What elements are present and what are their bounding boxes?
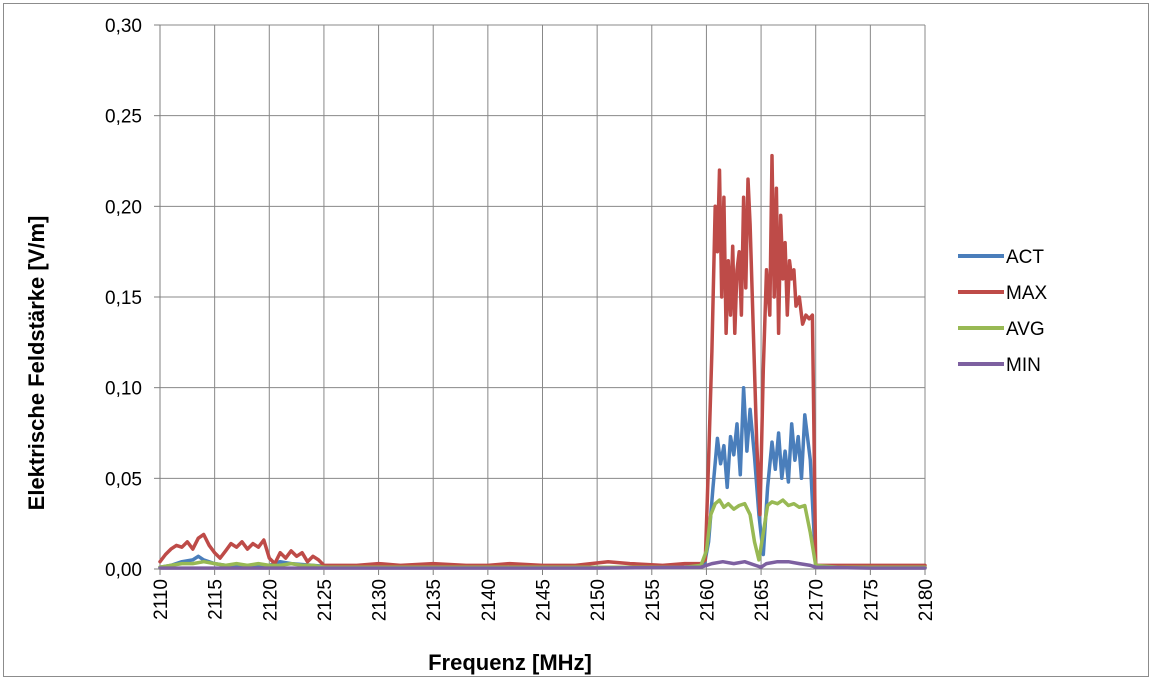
y-tick-label: 0,25 [105,107,142,128]
x-tick-label: 2130 [370,579,391,621]
x-tick-label: 2135 [424,579,445,621]
x-tick-label: 2170 [807,579,828,621]
series-line-act [158,385,927,569]
x-tick-label: 2160 [697,579,718,621]
x-tick-label: 2115 [206,579,227,620]
legend-label-avg: AVG [1006,319,1045,340]
y-axis-ticks: 0,00 0,05 0,10 0,15 0,20 0,25 0,30 [105,16,160,581]
y-tick-label: 0,15 [105,288,142,309]
legend-label-min: MIN [1006,355,1041,376]
x-axis-title: Frequenz [MHz] [428,650,592,675]
chart-frame [3,3,1149,677]
y-tick-label: 0,20 [105,197,142,218]
x-tick-label: 2155 [643,579,664,621]
y-tick-label: 0,10 [105,379,142,400]
legend-label-act: ACT [1006,247,1044,268]
y-tick-label: 0,30 [105,16,142,37]
x-tick-label: 2140 [479,579,500,621]
x-tick-label: 2175 [861,579,882,621]
x-tick-label: 2165 [752,579,773,621]
x-tick-label: 2120 [260,579,281,621]
x-tick-label: 2150 [588,579,609,621]
x-tick-label: 2145 [534,579,555,621]
x-axis-ticks: 2110 2115 2120 2125 2130 2135 2140 2145 2150 2155… [151,569,937,621]
x-tick-label: 2125 [315,579,336,621]
legend: ACT MAX AVG MIN [958,247,1048,376]
series-layer [158,153,927,570]
x-tick-label: 2110 [151,579,172,620]
legend-label-max: MAX [1006,283,1048,304]
series-line-avg [158,498,927,569]
series-line-max [158,153,927,568]
y-axis-title: Elektrische Feldstärke [V/m] [24,216,49,511]
y-tick-label: 0,00 [105,560,142,581]
series-line-min [158,559,927,570]
y-tick-label: 0,05 [105,469,142,490]
grid [159,24,926,570]
x-tick-label: 2180 [916,579,937,621]
